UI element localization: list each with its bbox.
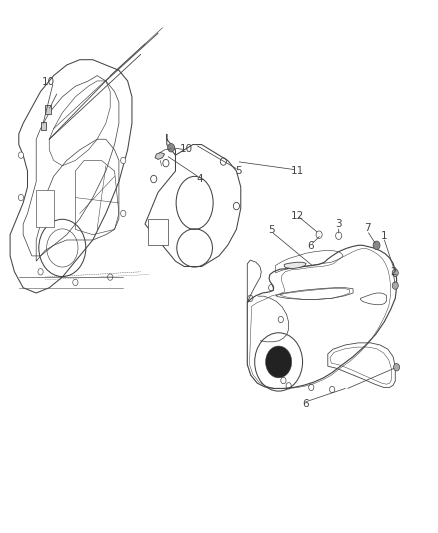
Circle shape <box>373 241 380 249</box>
Text: 12: 12 <box>291 211 304 221</box>
Text: 3: 3 <box>336 219 342 229</box>
Polygon shape <box>284 262 306 269</box>
Text: 10: 10 <box>180 144 193 154</box>
FancyBboxPatch shape <box>148 219 168 245</box>
Circle shape <box>120 211 126 216</box>
FancyBboxPatch shape <box>36 190 53 227</box>
Circle shape <box>18 152 24 158</box>
Text: 6: 6 <box>307 241 314 252</box>
Circle shape <box>38 269 43 275</box>
Circle shape <box>120 157 126 164</box>
FancyBboxPatch shape <box>45 106 51 114</box>
Text: 11: 11 <box>291 166 304 176</box>
Text: 10: 10 <box>42 77 55 87</box>
Text: 5: 5 <box>235 166 242 176</box>
Circle shape <box>18 195 24 201</box>
Text: 6: 6 <box>303 399 309 409</box>
Text: 4: 4 <box>196 174 203 184</box>
Text: 2: 2 <box>390 267 396 277</box>
Circle shape <box>392 282 398 289</box>
Circle shape <box>393 364 399 371</box>
Circle shape <box>108 274 113 280</box>
Circle shape <box>265 346 292 378</box>
Text: 1: 1 <box>381 231 388 241</box>
Circle shape <box>73 279 78 286</box>
Circle shape <box>392 269 398 277</box>
Polygon shape <box>155 152 165 159</box>
FancyBboxPatch shape <box>41 122 46 130</box>
Text: 5: 5 <box>268 225 275 236</box>
Circle shape <box>168 143 175 152</box>
Text: 7: 7 <box>364 223 370 233</box>
